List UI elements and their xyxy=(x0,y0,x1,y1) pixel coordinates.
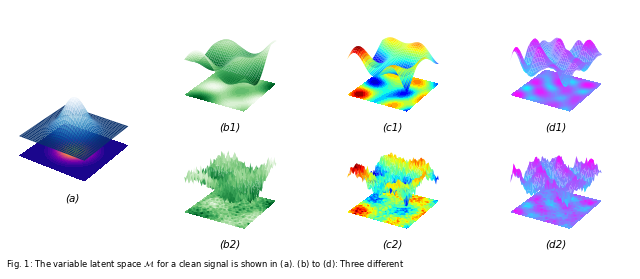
Text: (a): (a) xyxy=(65,193,79,203)
Text: (d1): (d1) xyxy=(545,123,566,133)
Text: (c1): (c1) xyxy=(382,123,403,133)
Text: (b2): (b2) xyxy=(219,240,240,250)
Text: (b1): (b1) xyxy=(219,123,240,133)
Text: (c2): (c2) xyxy=(382,240,403,250)
Text: (d2): (d2) xyxy=(545,240,566,250)
Text: Fig. 1: The variable latent space $\mathcal{M}$ for a clean signal is shown in (: Fig. 1: The variable latent space $\math… xyxy=(6,258,404,271)
